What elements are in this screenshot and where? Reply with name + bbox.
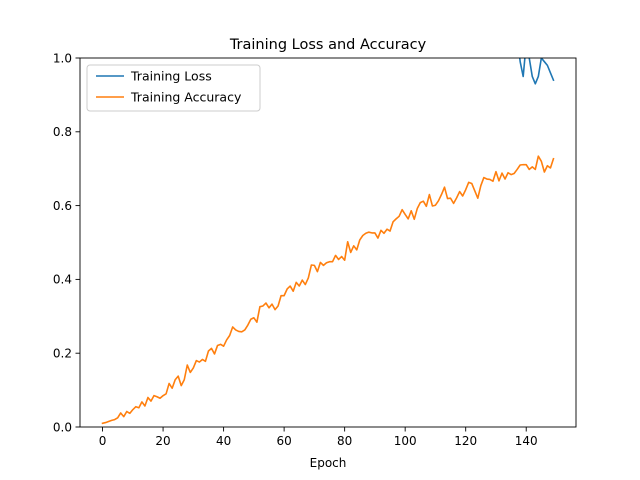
x-tick-label: 80 [337,434,352,448]
plot-frame [79,57,577,428]
x-tick-label: 0 [99,434,107,448]
y-axis: 0.0 0.2 0.4 0.6 0.8 1.0 [53,51,80,434]
x-tick-label: 20 [155,434,170,448]
legend: Training Loss Training Accuracy [86,64,261,112]
y-tick-label: 1.0 [53,51,72,65]
plot-area [80,58,576,427]
y-tick-label: 0.8 [53,125,72,139]
y-tick-label: 0.4 [53,273,72,287]
legend-label-training-loss: Training Loss [130,69,212,84]
x-tick-label: 120 [454,434,477,448]
y-tick-label: 0.0 [53,420,72,434]
series-layer [101,58,555,425]
x-tick-label: 140 [515,434,538,448]
x-axis: 0 20 40 60 80 100 120 140 [99,427,538,448]
y-tick-label: 0.6 [53,199,72,213]
x-axis-label: Epoch [310,456,347,470]
y-tick-label: 0.2 [53,347,72,361]
legend-box [86,64,261,112]
chart-title: Training Loss and Accuracy [229,37,427,53]
series-line-training-accuracy [101,155,555,425]
legend-label-training-accuracy: Training Accuracy [130,90,242,105]
series-line-training-loss [518,58,555,85]
x-tick-label: 100 [394,434,417,448]
x-tick-label: 60 [276,434,291,448]
x-tick-label: 40 [216,434,231,448]
